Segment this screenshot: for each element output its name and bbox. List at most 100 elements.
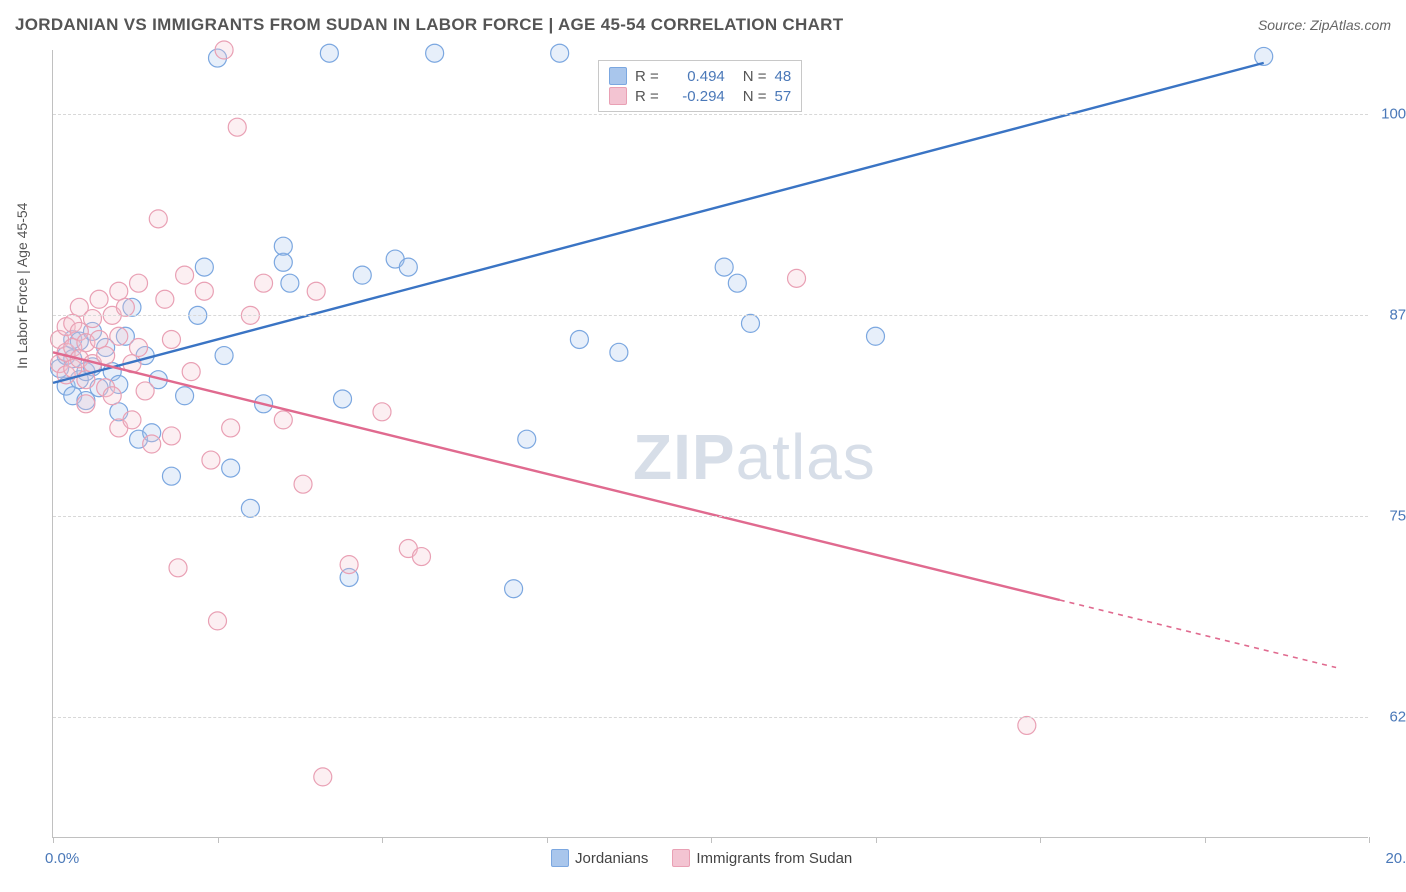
data-point <box>123 411 141 429</box>
n-label: N = <box>743 88 767 105</box>
data-point <box>103 387 121 405</box>
legend-item: Immigrants from Sudan <box>672 849 852 867</box>
scatter-svg <box>53 50 1369 838</box>
x-axis-max-label: 20.0% <box>1385 850 1406 867</box>
gridline <box>53 114 1368 115</box>
data-point <box>320 44 338 62</box>
data-point <box>90 290 108 308</box>
r-value: -0.294 <box>667 88 725 105</box>
legend-row: R = -0.294 N = 57 <box>609 87 791 105</box>
plot-area: ZIPatlas R =0.494N =48R =-0.294N =57 Jor… <box>52 50 1368 838</box>
legend-swatch <box>672 849 690 867</box>
data-point <box>162 427 180 445</box>
data-point <box>110 327 128 345</box>
x-tick <box>547 837 548 843</box>
y-tick-label: 75.0% <box>1374 508 1406 525</box>
data-point <box>314 768 332 786</box>
data-point <box>143 435 161 453</box>
y-tick-label: 100.0% <box>1374 106 1406 123</box>
data-point <box>1018 716 1036 734</box>
data-point <box>222 419 240 437</box>
data-point <box>176 387 194 405</box>
legend-swatch <box>609 67 627 85</box>
y-tick-label: 87.5% <box>1374 307 1406 324</box>
data-point <box>156 290 174 308</box>
data-point <box>255 274 273 292</box>
data-point <box>570 330 588 348</box>
r-label: R = <box>635 68 659 85</box>
data-point <box>741 314 759 332</box>
data-point <box>728 274 746 292</box>
data-point <box>294 475 312 493</box>
chart-title: JORDANIAN VS IMMIGRANTS FROM SUDAN IN LA… <box>15 15 843 35</box>
data-point <box>97 347 115 365</box>
data-point <box>176 266 194 284</box>
data-point <box>715 258 733 276</box>
data-point <box>1255 47 1273 65</box>
x-tick <box>53 837 54 843</box>
gridline <box>53 717 1368 718</box>
x-tick <box>218 837 219 843</box>
data-point <box>202 451 220 469</box>
legend-row: R = 0.494 N = 48 <box>609 67 791 85</box>
data-point <box>412 548 430 566</box>
data-point <box>182 363 200 381</box>
x-tick <box>1040 837 1041 843</box>
data-point <box>110 282 128 300</box>
trend-line <box>1060 600 1336 668</box>
data-point <box>373 403 391 421</box>
gridline <box>53 516 1368 517</box>
data-point <box>215 347 233 365</box>
data-point <box>307 282 325 300</box>
x-tick <box>876 837 877 843</box>
data-point <box>426 44 444 62</box>
data-point <box>551 44 569 62</box>
legend-item: Jordanians <box>551 849 648 867</box>
legend-swatch <box>609 87 627 105</box>
data-point <box>274 237 292 255</box>
x-tick <box>382 837 383 843</box>
y-tick-label: 62.5% <box>1374 709 1406 726</box>
data-point <box>241 499 259 517</box>
data-point <box>130 339 148 357</box>
legend-swatch <box>551 849 569 867</box>
data-point <box>136 382 154 400</box>
data-point <box>788 269 806 287</box>
series-legend: Jordanians Immigrants from Sudan <box>551 849 852 867</box>
n-label: N = <box>743 68 767 85</box>
x-tick <box>1369 837 1370 843</box>
data-point <box>274 253 292 271</box>
data-point <box>149 210 167 228</box>
data-point <box>116 298 134 316</box>
x-tick <box>1205 837 1206 843</box>
legend-label: Jordanians <box>575 850 648 867</box>
x-axis-min-label: 0.0% <box>45 850 79 867</box>
data-point <box>610 343 628 361</box>
data-point <box>222 459 240 477</box>
r-value: 0.494 <box>667 68 725 85</box>
data-point <box>90 330 108 348</box>
data-point <box>195 282 213 300</box>
data-point <box>867 327 885 345</box>
y-axis-title: In Labor Force | Age 45-54 <box>14 203 30 369</box>
legend-label: Immigrants from Sudan <box>696 850 852 867</box>
data-point <box>353 266 371 284</box>
data-point <box>77 395 95 413</box>
n-value: 57 <box>775 88 792 105</box>
data-point <box>334 390 352 408</box>
data-point <box>281 274 299 292</box>
data-point <box>399 258 417 276</box>
x-tick <box>711 837 712 843</box>
data-point <box>215 41 233 59</box>
data-point <box>130 274 148 292</box>
data-point <box>340 556 358 574</box>
correlation-legend: R = 0.494 N = 48 R = -0.294 N = 57 <box>598 60 802 112</box>
r-label: R = <box>635 88 659 105</box>
gridline <box>53 315 1368 316</box>
data-point <box>162 467 180 485</box>
source-attribution: Source: ZipAtlas.com <box>1258 17 1391 33</box>
data-point <box>505 580 523 598</box>
data-point <box>169 559 187 577</box>
n-value: 48 <box>775 68 792 85</box>
data-point <box>274 411 292 429</box>
